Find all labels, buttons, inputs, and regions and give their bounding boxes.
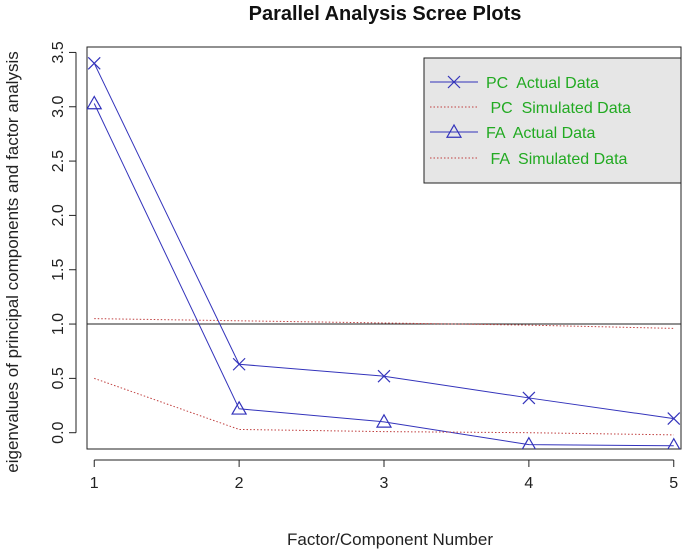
series-line-2 [93, 103, 674, 447]
legend-label-2: FA Actual Data [486, 125, 596, 142]
plot-frame [86, 46, 682, 450]
legend: PC Actual Data PC Simulated Data FA Actua… [423, 57, 682, 184]
legend-label-0: PC Actual Data [486, 75, 599, 92]
series-2-point [231, 400, 248, 415]
x-tick-label: 4 [524, 475, 533, 492]
x-tick-label: 5 [669, 475, 678, 492]
series-0-point [522, 391, 536, 405]
series-2-point [87, 95, 103, 110]
series-2-point [375, 413, 393, 428]
y-tick-label: 3.0 [50, 96, 67, 118]
series-0-point [377, 369, 391, 383]
y-tick-label: 2.0 [50, 204, 67, 226]
series-0-point [232, 357, 246, 371]
y-axis-label: eigenvalues of principal components and … [3, 51, 22, 472]
x-tick-label: 1 [90, 475, 99, 492]
series-2-point [667, 437, 681, 449]
y-tick-label: 3.5 [50, 41, 67, 63]
y-tick-label: 0.5 [50, 367, 67, 389]
chart-title: Parallel Analysis Scree Plots [249, 3, 522, 25]
legend-marker-2 [445, 123, 463, 138]
series-line-1 [94, 318, 674, 329]
legend-label-3: FA Simulated Data [486, 151, 628, 168]
y-tick-label: 2.5 [50, 150, 67, 172]
x-tick-label: 3 [380, 475, 389, 492]
legend-label-1: PC Simulated Data [486, 100, 631, 117]
x-axis-label: Factor/Component Number [287, 530, 493, 549]
legend-box [423, 57, 682, 184]
x-tick-label: 2 [235, 475, 244, 492]
legend-marker-0 [447, 75, 461, 89]
y-tick-label: 0.0 [50, 421, 67, 443]
series-line-3 [94, 377, 674, 436]
series-2-point [521, 436, 537, 449]
y-tick-label: 1.5 [50, 259, 67, 281]
series-0-point [87, 56, 101, 70]
series-0-point [667, 412, 681, 426]
y-tick-label: 1.0 [50, 313, 67, 335]
